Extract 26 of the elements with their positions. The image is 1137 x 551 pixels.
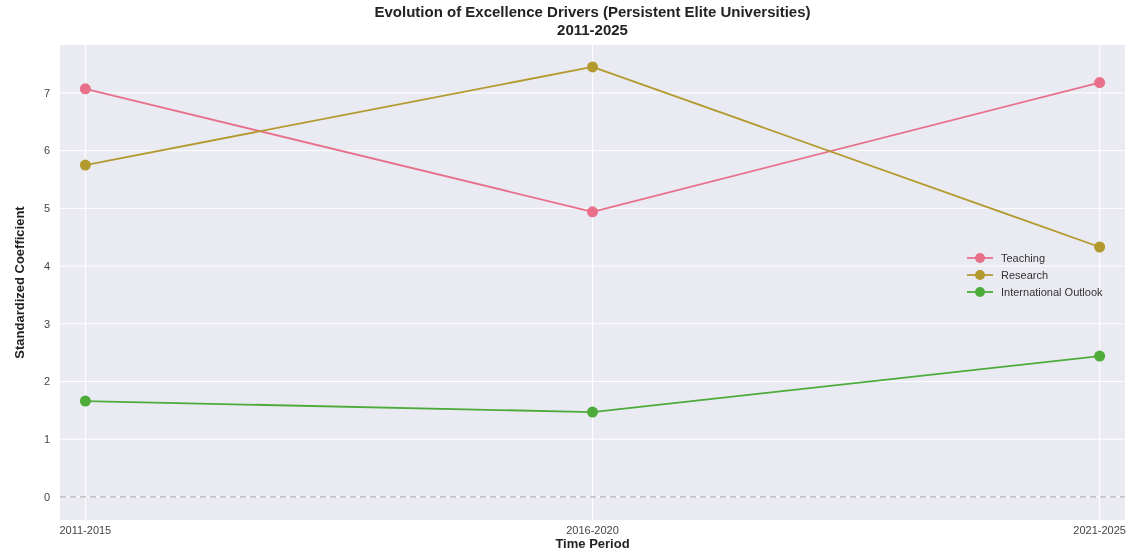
y-tick-label: 6 [43, 144, 50, 157]
point [1094, 77, 1106, 89]
y-tick-label: 0 [43, 490, 50, 503]
point [79, 159, 91, 171]
legend-label: International Outlook [1001, 285, 1104, 298]
y-axis-title: Standardized Coefficient [12, 205, 27, 359]
x-axis-title: Time Period [555, 536, 630, 551]
point [1094, 241, 1106, 253]
x-tick-label: 2021-2025 [1073, 524, 1126, 536]
y-tick-label: 2 [43, 375, 50, 388]
legend-label: Teaching [1001, 251, 1046, 264]
y-tick-label: 7 [43, 86, 50, 99]
point [587, 61, 598, 73]
legend-label: Research [1001, 268, 1049, 281]
point [79, 83, 91, 95]
y-tick-label: 1 [43, 433, 50, 446]
point [587, 206, 598, 218]
y-tick-label: 4 [43, 259, 50, 272]
point [79, 395, 91, 407]
point [587, 406, 598, 418]
y-tick-label: 5 [43, 202, 50, 215]
point [1094, 350, 1106, 362]
x-tick-label: 2016-2020 [566, 524, 619, 536]
y-tick-label: 3 [43, 317, 50, 330]
x-tick-label: 2011-2015 [59, 524, 112, 536]
chart-title: Evolution of Excellence Drivers (Persistent Elite Universities) 2011-2025 [374, 3, 811, 38]
